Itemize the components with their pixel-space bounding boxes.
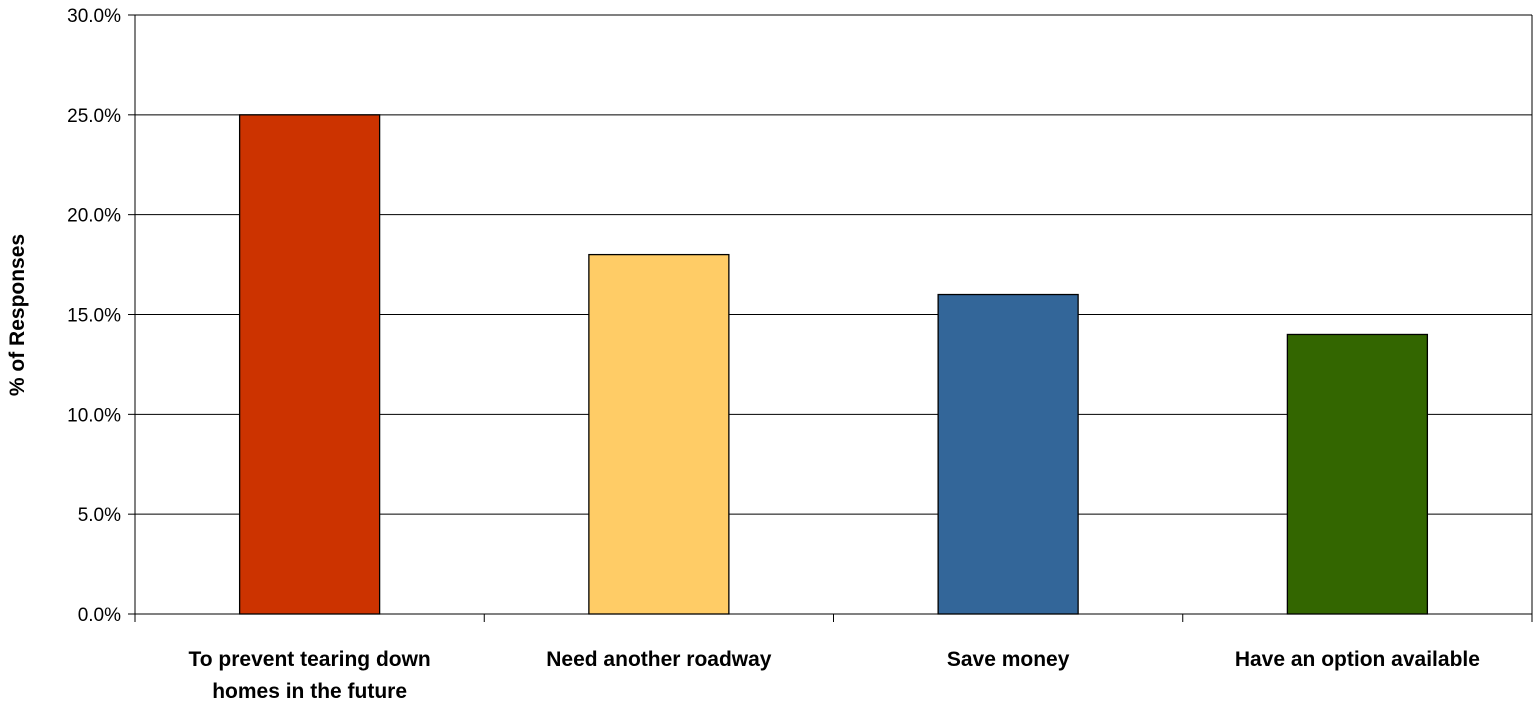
y-tick-label: 15.0% [67, 306, 121, 327]
x-category-labels: To prevent tearing down homes in the futu… [188, 648, 1479, 703]
bar [238, 114, 381, 615]
x-category-label: homes in the future [212, 680, 407, 703]
bars [238, 114, 1429, 615]
axes [128, 14, 1533, 622]
x-category-label: Save money [947, 648, 1070, 671]
y-tick-labels: 0.0% 5.0% 10.0% 15.0% 20.0% 25.0% 30.0% [67, 6, 121, 626]
y-tick-label: 5.0% [78, 505, 121, 526]
y-tick-label: 0.0% [78, 605, 121, 626]
bar [588, 253, 730, 615]
x-category-label: Have an option available [1235, 648, 1480, 671]
x-category-label: Need another roadway [546, 648, 772, 671]
x-category-label: To prevent tearing down [188, 648, 430, 671]
bar [937, 293, 1079, 615]
y-axis-title: % of Responses [6, 234, 29, 396]
bar [1286, 333, 1429, 615]
y-tick-label: 10.0% [67, 405, 121, 426]
y-tick-label: 30.0% [67, 6, 121, 27]
y-tick-label: 20.0% [67, 206, 121, 227]
y-tick-label: 25.0% [67, 106, 121, 127]
